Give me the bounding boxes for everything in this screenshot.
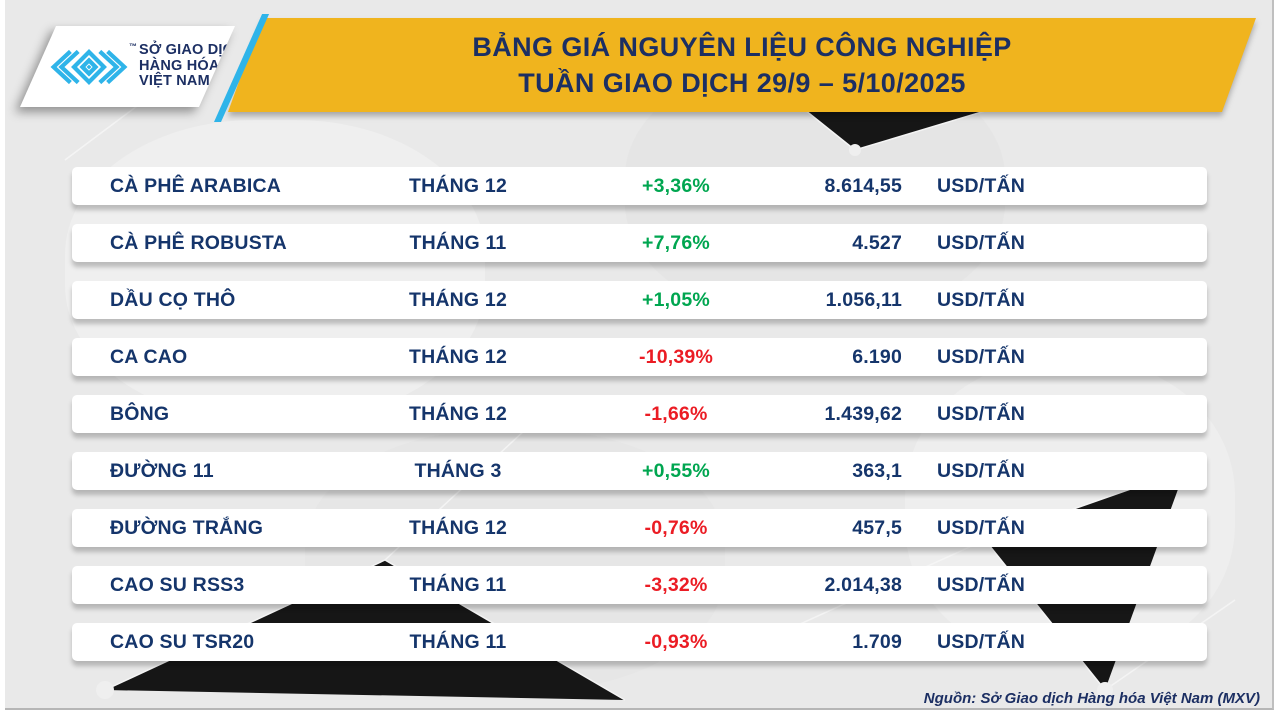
contract-month: THÁNG 12 bbox=[408, 517, 508, 539]
price-unit: USD/TẤN bbox=[937, 289, 1026, 311]
table-row: BÔNG THÁNG 12 -1,66% 1.439,62 USD/TẤN bbox=[72, 395, 1207, 433]
contract-month: THÁNG 11 bbox=[409, 232, 507, 254]
price-value: 457,5 bbox=[852, 517, 902, 539]
contract-month: THÁNG 12 bbox=[408, 346, 508, 368]
price-value: 2.014,38 bbox=[824, 574, 902, 596]
commodity-name: CA CAO bbox=[110, 346, 188, 368]
price-value: 1.056,11 bbox=[825, 289, 902, 311]
trademark-symbol: ™ bbox=[129, 42, 137, 51]
commodity-name: BÔNG bbox=[110, 403, 170, 425]
page-title-line2: TUẦN GIAO DỊCH 29/9 – 5/10/2025 bbox=[518, 68, 966, 98]
org-name: SỞ GIAO DỊCH HÀNG HÓA VIỆT NAM bbox=[139, 43, 244, 90]
contract-month: THÁNG 12 bbox=[408, 289, 508, 311]
price-value: 363,1 bbox=[852, 460, 902, 482]
price-value: 1.709 bbox=[852, 631, 902, 653]
table-row: CA CAO THÁNG 12 -10,39% 6.190 USD/TẤN bbox=[72, 338, 1207, 376]
price-unit: USD/TẤN bbox=[937, 175, 1026, 197]
mxv-logo-plate: ™ SỞ GIAO DỊCH HÀNG HÓA VIỆT NAM bbox=[20, 26, 235, 107]
commodity-name: CÀ PHÊ ARABICA bbox=[110, 175, 282, 197]
weekly-change: -3,32% bbox=[644, 574, 708, 596]
commodity-name: ĐƯỜNG TRẮNG bbox=[110, 517, 264, 539]
table-row: CÀ PHÊ ROBUSTA THÁNG 11 +7,76% 4.527 USD… bbox=[72, 224, 1207, 262]
weekly-change: -0,76% bbox=[644, 517, 708, 539]
price-value: 1.439,62 bbox=[824, 403, 902, 425]
org-name-line1: SỞ GIAO DỊCH bbox=[139, 42, 244, 59]
price-unit: USD/TẤN bbox=[937, 460, 1026, 482]
table-row: CÀ PHÊ ARABICA THÁNG 12 +3,36% 8.614,55 … bbox=[72, 167, 1207, 205]
org-name-line2: HÀNG HÓA bbox=[139, 57, 220, 74]
table-row: CAO SU RSS3 THÁNG 11 -3,32% 2.014,38 USD… bbox=[72, 566, 1207, 604]
weekly-change: +0,55% bbox=[642, 460, 710, 482]
price-unit: USD/TẤN bbox=[937, 232, 1026, 254]
price-value: 8.614,55 bbox=[824, 175, 902, 197]
commodity-name: CAO SU TSR20 bbox=[110, 631, 255, 653]
weekly-change: -0,93% bbox=[644, 631, 708, 653]
contract-month: THÁNG 3 bbox=[414, 460, 502, 482]
source-note: Nguồn: Sở Giao dịch Hàng hóa Việt Nam (M… bbox=[923, 690, 1260, 707]
table-row: ĐƯỜNG TRẮNG THÁNG 12 -0,76% 457,5 USD/TẤ… bbox=[72, 509, 1207, 547]
commodity-name: ĐƯỜNG 11 bbox=[110, 460, 214, 482]
price-table: CÀ PHÊ ARABICA THÁNG 12 +3,36% 8.614,55 … bbox=[72, 167, 1207, 680]
org-name-line3: VIỆT NAM bbox=[139, 73, 210, 90]
price-unit: USD/TẤN bbox=[937, 631, 1026, 653]
contract-month: THÁNG 12 bbox=[408, 175, 508, 197]
header-banner-shape: BẢNG GIÁ NGUYÊN LIỆU CÔNG NGHIỆP TUẦN GI… bbox=[228, 18, 1256, 112]
header-banner: BẢNG GIÁ NGUYÊN LIỆU CÔNG NGHIỆP TUẦN GI… bbox=[228, 18, 1256, 112]
table-row: DẦU CỌ THÔ THÁNG 12 +1,05% 1.056,11 USD/… bbox=[72, 281, 1207, 319]
price-unit: USD/TẤN bbox=[937, 517, 1026, 539]
price-unit: USD/TẤN bbox=[937, 346, 1026, 368]
price-unit: USD/TẤN bbox=[937, 403, 1026, 425]
commodity-name: DẦU CỌ THÔ bbox=[110, 289, 236, 311]
mxv-logo-icon bbox=[50, 44, 128, 90]
contract-month: THÁNG 12 bbox=[408, 403, 508, 425]
weekly-change: -10,39% bbox=[638, 346, 714, 368]
contract-month: THÁNG 11 bbox=[409, 631, 507, 653]
page-title-line1: BẢNG GIÁ NGUYÊN LIỆU CÔNG NGHIỆP bbox=[472, 32, 1012, 62]
table-row: ĐƯỜNG 11 THÁNG 3 +0,55% 363,1 USD/TẤN bbox=[72, 452, 1207, 490]
contract-month: THÁNG 11 bbox=[409, 574, 507, 596]
commodity-name: CAO SU RSS3 bbox=[110, 574, 245, 596]
weekly-change: +7,76% bbox=[642, 232, 710, 254]
price-value: 6.190 bbox=[852, 346, 902, 368]
weekly-change: +1,05% bbox=[642, 289, 710, 311]
weekly-change: -1,66% bbox=[644, 403, 708, 425]
table-row: CAO SU TSR20 THÁNG 11 -0,93% 1.709 USD/T… bbox=[72, 623, 1207, 661]
price-unit: USD/TẤN bbox=[937, 574, 1026, 596]
price-value: 4.527 bbox=[852, 232, 902, 254]
commodity-name: CÀ PHÊ ROBUSTA bbox=[110, 232, 287, 254]
weekly-change: +3,36% bbox=[642, 175, 710, 197]
